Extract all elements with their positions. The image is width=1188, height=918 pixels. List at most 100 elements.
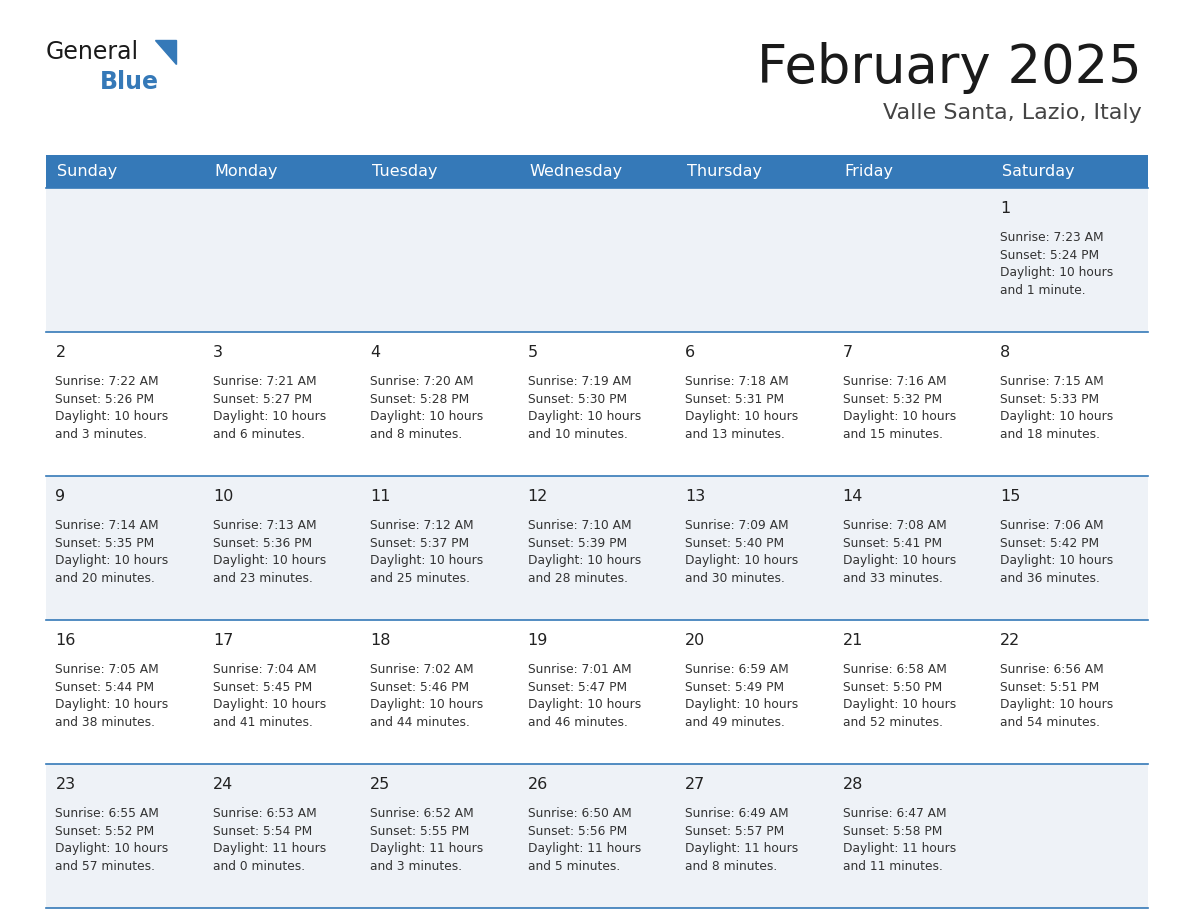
Bar xyxy=(833,188,991,332)
Text: 2: 2 xyxy=(56,345,65,360)
Text: 17: 17 xyxy=(213,633,233,648)
Text: Sunrise: 7:22 AM
Sunset: 5:26 PM
Daylight: 10 hours
and 3 minutes.: Sunrise: 7:22 AM Sunset: 5:26 PM Dayligh… xyxy=(56,375,169,441)
Text: Sunrise: 7:09 AM
Sunset: 5:40 PM
Daylight: 10 hours
and 30 minutes.: Sunrise: 7:09 AM Sunset: 5:40 PM Dayligh… xyxy=(685,520,798,585)
Text: Wednesday: Wednesday xyxy=(530,164,623,179)
Text: Sunrise: 7:08 AM
Sunset: 5:41 PM
Daylight: 10 hours
and 33 minutes.: Sunrise: 7:08 AM Sunset: 5:41 PM Dayligh… xyxy=(842,520,956,585)
Text: Sunrise: 7:18 AM
Sunset: 5:31 PM
Daylight: 10 hours
and 13 minutes.: Sunrise: 7:18 AM Sunset: 5:31 PM Dayligh… xyxy=(685,375,798,441)
Text: Sunrise: 7:06 AM
Sunset: 5:42 PM
Daylight: 10 hours
and 36 minutes.: Sunrise: 7:06 AM Sunset: 5:42 PM Dayligh… xyxy=(1000,520,1113,585)
Bar xyxy=(676,332,833,476)
Bar xyxy=(833,476,991,620)
Text: Sunrise: 6:52 AM
Sunset: 5:55 PM
Daylight: 11 hours
and 3 minutes.: Sunrise: 6:52 AM Sunset: 5:55 PM Dayligh… xyxy=(371,807,484,873)
Text: 26: 26 xyxy=(527,777,548,792)
Bar xyxy=(361,155,518,188)
Bar xyxy=(833,332,991,476)
Text: Friday: Friday xyxy=(845,164,893,179)
Bar xyxy=(518,155,676,188)
Bar xyxy=(518,188,676,332)
Text: 21: 21 xyxy=(842,633,862,648)
Bar xyxy=(203,764,361,908)
Text: Sunrise: 6:53 AM
Sunset: 5:54 PM
Daylight: 11 hours
and 0 minutes.: Sunrise: 6:53 AM Sunset: 5:54 PM Dayligh… xyxy=(213,807,327,873)
Bar xyxy=(518,332,676,476)
Bar xyxy=(46,620,203,764)
Bar xyxy=(991,155,1148,188)
Text: Monday: Monday xyxy=(215,164,278,179)
Bar xyxy=(361,476,518,620)
Text: Sunrise: 7:23 AM
Sunset: 5:24 PM
Daylight: 10 hours
and 1 minute.: Sunrise: 7:23 AM Sunset: 5:24 PM Dayligh… xyxy=(1000,231,1113,297)
Text: Sunrise: 7:15 AM
Sunset: 5:33 PM
Daylight: 10 hours
and 18 minutes.: Sunrise: 7:15 AM Sunset: 5:33 PM Dayligh… xyxy=(1000,375,1113,441)
Text: Sunrise: 7:20 AM
Sunset: 5:28 PM
Daylight: 10 hours
and 8 minutes.: Sunrise: 7:20 AM Sunset: 5:28 PM Dayligh… xyxy=(371,375,484,441)
Text: 18: 18 xyxy=(371,633,391,648)
Bar xyxy=(991,620,1148,764)
Text: Sunrise: 6:56 AM
Sunset: 5:51 PM
Daylight: 10 hours
and 54 minutes.: Sunrise: 6:56 AM Sunset: 5:51 PM Dayligh… xyxy=(1000,663,1113,729)
Text: 10: 10 xyxy=(213,489,233,504)
Text: Thursday: Thursday xyxy=(687,164,762,179)
Text: Blue: Blue xyxy=(100,70,159,94)
Text: 13: 13 xyxy=(685,489,706,504)
Bar xyxy=(203,188,361,332)
Bar xyxy=(991,332,1148,476)
Text: 16: 16 xyxy=(56,633,76,648)
Bar xyxy=(46,764,203,908)
Text: 24: 24 xyxy=(213,777,233,792)
Text: Sunday: Sunday xyxy=(57,164,118,179)
Text: Sunrise: 7:02 AM
Sunset: 5:46 PM
Daylight: 10 hours
and 44 minutes.: Sunrise: 7:02 AM Sunset: 5:46 PM Dayligh… xyxy=(371,663,484,729)
Text: Sunrise: 7:04 AM
Sunset: 5:45 PM
Daylight: 10 hours
and 41 minutes.: Sunrise: 7:04 AM Sunset: 5:45 PM Dayligh… xyxy=(213,663,327,729)
Text: Sunrise: 7:12 AM
Sunset: 5:37 PM
Daylight: 10 hours
and 25 minutes.: Sunrise: 7:12 AM Sunset: 5:37 PM Dayligh… xyxy=(371,520,484,585)
Bar xyxy=(46,155,203,188)
Text: 12: 12 xyxy=(527,489,548,504)
Bar xyxy=(676,155,833,188)
Text: 7: 7 xyxy=(842,345,853,360)
Bar xyxy=(833,764,991,908)
Text: 8: 8 xyxy=(1000,345,1010,360)
Polygon shape xyxy=(154,40,176,64)
Text: Valle Santa, Lazio, Italy: Valle Santa, Lazio, Italy xyxy=(883,103,1142,123)
Bar xyxy=(676,764,833,908)
Text: Sunrise: 6:55 AM
Sunset: 5:52 PM
Daylight: 10 hours
and 57 minutes.: Sunrise: 6:55 AM Sunset: 5:52 PM Dayligh… xyxy=(56,807,169,873)
Bar xyxy=(361,332,518,476)
Text: 19: 19 xyxy=(527,633,548,648)
Text: 20: 20 xyxy=(685,633,706,648)
Bar xyxy=(518,764,676,908)
Text: Sunrise: 7:13 AM
Sunset: 5:36 PM
Daylight: 10 hours
and 23 minutes.: Sunrise: 7:13 AM Sunset: 5:36 PM Dayligh… xyxy=(213,520,327,585)
Text: Sunrise: 6:49 AM
Sunset: 5:57 PM
Daylight: 11 hours
and 8 minutes.: Sunrise: 6:49 AM Sunset: 5:57 PM Dayligh… xyxy=(685,807,798,873)
Text: Sunrise: 6:50 AM
Sunset: 5:56 PM
Daylight: 11 hours
and 5 minutes.: Sunrise: 6:50 AM Sunset: 5:56 PM Dayligh… xyxy=(527,807,642,873)
Bar xyxy=(676,188,833,332)
Text: 14: 14 xyxy=(842,489,862,504)
Bar xyxy=(203,620,361,764)
Bar xyxy=(518,476,676,620)
Text: 5: 5 xyxy=(527,345,538,360)
Bar xyxy=(203,155,361,188)
Text: General: General xyxy=(46,40,139,64)
Text: 3: 3 xyxy=(213,345,223,360)
Bar xyxy=(361,764,518,908)
Bar xyxy=(203,332,361,476)
Text: Sunrise: 6:59 AM
Sunset: 5:49 PM
Daylight: 10 hours
and 49 minutes.: Sunrise: 6:59 AM Sunset: 5:49 PM Dayligh… xyxy=(685,663,798,729)
Bar xyxy=(833,155,991,188)
Text: 9: 9 xyxy=(56,489,65,504)
Text: Tuesday: Tuesday xyxy=(372,164,437,179)
Text: 27: 27 xyxy=(685,777,706,792)
Bar xyxy=(361,620,518,764)
Bar xyxy=(833,620,991,764)
Text: 15: 15 xyxy=(1000,489,1020,504)
Text: 25: 25 xyxy=(371,777,391,792)
Text: 1: 1 xyxy=(1000,201,1010,216)
Bar xyxy=(518,620,676,764)
Text: 28: 28 xyxy=(842,777,862,792)
Text: Sunrise: 7:19 AM
Sunset: 5:30 PM
Daylight: 10 hours
and 10 minutes.: Sunrise: 7:19 AM Sunset: 5:30 PM Dayligh… xyxy=(527,375,642,441)
Bar xyxy=(991,764,1148,908)
Bar xyxy=(46,332,203,476)
Text: Sunrise: 7:01 AM
Sunset: 5:47 PM
Daylight: 10 hours
and 46 minutes.: Sunrise: 7:01 AM Sunset: 5:47 PM Dayligh… xyxy=(527,663,642,729)
Text: 4: 4 xyxy=(371,345,380,360)
Bar xyxy=(361,188,518,332)
Text: Sunrise: 7:05 AM
Sunset: 5:44 PM
Daylight: 10 hours
and 38 minutes.: Sunrise: 7:05 AM Sunset: 5:44 PM Dayligh… xyxy=(56,663,169,729)
Text: Sunrise: 7:21 AM
Sunset: 5:27 PM
Daylight: 10 hours
and 6 minutes.: Sunrise: 7:21 AM Sunset: 5:27 PM Dayligh… xyxy=(213,375,327,441)
Bar xyxy=(203,476,361,620)
Text: Saturday: Saturday xyxy=(1001,164,1074,179)
Text: Sunrise: 6:58 AM
Sunset: 5:50 PM
Daylight: 10 hours
and 52 minutes.: Sunrise: 6:58 AM Sunset: 5:50 PM Dayligh… xyxy=(842,663,956,729)
Text: February 2025: February 2025 xyxy=(757,42,1142,94)
Bar xyxy=(46,188,203,332)
Bar xyxy=(46,476,203,620)
Text: 11: 11 xyxy=(371,489,391,504)
Bar xyxy=(676,620,833,764)
